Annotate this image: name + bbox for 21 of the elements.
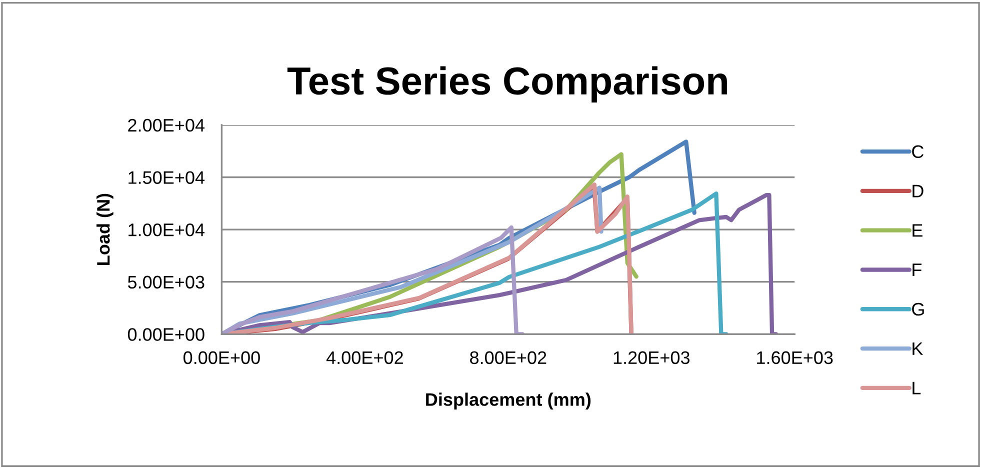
y-tick-label: 0.00E+00 xyxy=(128,328,204,341)
x-tick-label: 1.20E+03 xyxy=(614,351,690,364)
chart-title: Test Series Comparison xyxy=(287,66,727,102)
x-tick-label: 1.60E+03 xyxy=(757,351,833,364)
legend-label: C xyxy=(912,145,924,158)
legend-label: K xyxy=(912,342,924,355)
legend-label: G xyxy=(912,302,924,316)
legend-label: E xyxy=(912,224,922,237)
y-tick-label: 1.00E+04 xyxy=(128,223,205,236)
x-axis-title: Displacement (mm) xyxy=(426,392,591,410)
y-axis-title: Load (N) xyxy=(96,194,114,265)
x-tick-label: 8.00E+02 xyxy=(470,351,546,364)
x-tick-label: 4.00E+02 xyxy=(326,351,403,364)
y-tick-label: 5.00E+03 xyxy=(128,276,204,289)
legend-label: F xyxy=(912,264,922,276)
y-tick-label: 1.50E+04 xyxy=(128,171,205,184)
legend-label: L xyxy=(912,382,921,394)
y-tick-label: 2.00E+04 xyxy=(128,118,205,132)
legend-label: D xyxy=(912,184,924,198)
line-series xyxy=(222,225,525,334)
x-tick-label: 0.00E+00 xyxy=(184,351,260,364)
